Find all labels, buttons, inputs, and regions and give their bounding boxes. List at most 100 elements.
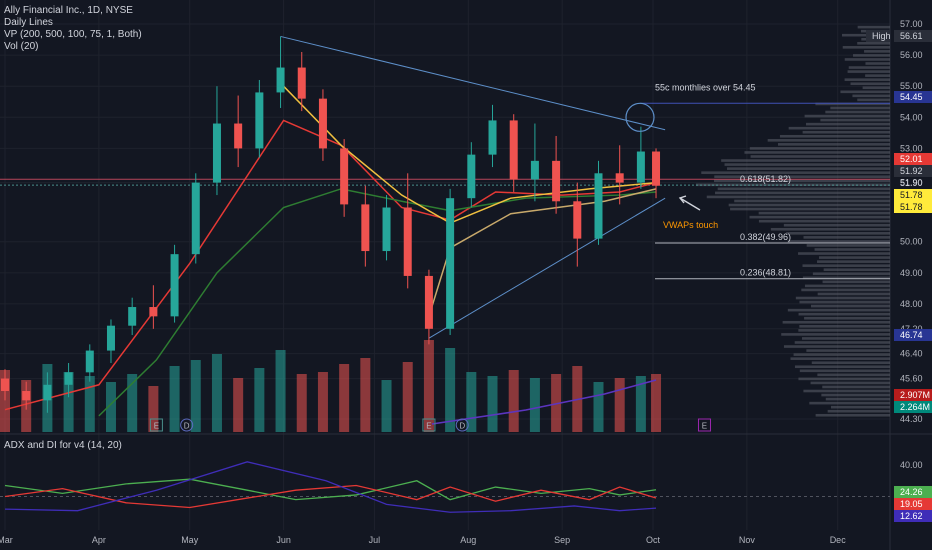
fib-level-label: 0.236(48.81): [740, 268, 791, 278]
volume-profile-bar: [802, 130, 890, 134]
indicator-value-tag: 12.62: [894, 510, 932, 522]
price-label-background: [894, 389, 932, 401]
volume-bar: [593, 382, 604, 432]
volume-profile-bar: [744, 151, 890, 154]
volume-profile-bar: [815, 413, 890, 417]
candle-body: [573, 201, 582, 239]
volume-profile-bar: [804, 316, 890, 320]
legend-volume: Vol (20): [4, 41, 39, 52]
volume-bar: [402, 362, 413, 432]
volume-profile-bar: [822, 385, 890, 389]
volume-bar: [423, 340, 434, 432]
candles: [1, 36, 661, 413]
volume-profile-bar: [822, 280, 890, 284]
volume-profile-bar: [728, 203, 890, 207]
volume-bar: [190, 360, 201, 432]
price-label-text: 46.74: [900, 330, 923, 340]
event-marker-e: E: [422, 418, 436, 432]
volume-profile-bar: [865, 62, 890, 65]
price-label-tag: 54.45: [894, 91, 932, 103]
candle: [297, 51, 306, 112]
price-axis-tick: 47.20: [900, 324, 923, 334]
volume-profile-bar: [767, 139, 890, 142]
volume-bar: [487, 376, 498, 432]
price-label-text: 51.92: [900, 166, 923, 176]
volume-bar: [105, 382, 116, 432]
volume-profile-bar: [782, 320, 890, 324]
candle-body: [170, 254, 179, 317]
annotation-vwaps-touch: VWAPs touch: [663, 220, 718, 230]
price-label-text: 51.78: [900, 202, 923, 212]
time-axis-tick: Jul: [369, 535, 381, 545]
legend-title: Ally Financial Inc., 1D, NYSE: [4, 5, 133, 16]
volume-bar: [169, 366, 180, 432]
annotation-arrow-shaft: [679, 197, 701, 211]
volume-profile-bar: [749, 215, 890, 219]
price-label-text: 54.45: [900, 92, 923, 102]
price-axis-tick: 57.00: [900, 19, 923, 29]
volume-profile-bar: [788, 126, 890, 130]
volume-profile-bar: [865, 74, 890, 77]
volume-profile-bar: [805, 122, 890, 126]
chart-legend: Ally Financial Inc., 1D, NYSE Daily Line…: [4, 5, 142, 53]
time-axis-tick: Mar: [0, 535, 13, 545]
volume-profile-bar: [783, 345, 890, 348]
volume-profile-bar: [840, 90, 890, 94]
volume-bar: [211, 354, 222, 432]
candle: [106, 319, 115, 364]
candle-body: [652, 151, 661, 186]
volume-profile-bar: [841, 33, 890, 37]
candle: [636, 126, 645, 189]
price-label-background: [894, 30, 932, 42]
volume-profile-bar: [727, 167, 890, 170]
candle: [652, 148, 661, 199]
volume-profile-bar: [798, 252, 890, 255]
volume-profile-bar: [790, 357, 890, 360]
volume-bar: [296, 374, 307, 432]
price-label-tag: 51.78: [894, 189, 932, 201]
candle: [552, 135, 561, 214]
volume-bar: [651, 374, 662, 432]
candle: [22, 381, 31, 410]
candle-body: [234, 123, 243, 149]
volume-profile-bar: [804, 284, 890, 288]
candle: [255, 79, 264, 158]
volume-profile-bar: [779, 134, 890, 138]
volume-profile-bar: [724, 163, 890, 166]
volume-profile-bar: [812, 272, 890, 276]
trendline: [428, 197, 666, 339]
volume-bar: [529, 378, 540, 432]
price-axis-tick: 46.40: [900, 349, 923, 359]
time-axis-tick: Jun: [276, 535, 291, 545]
event-marker-e: E: [697, 418, 711, 432]
indicator-line-green: [4, 478, 657, 501]
price-label-background: [894, 165, 932, 177]
volume-bar: [148, 386, 159, 432]
volume-profile-bar: [706, 195, 890, 199]
volume-bar: [360, 358, 371, 432]
price-label-tag: 46.74: [894, 329, 932, 341]
candle: [1, 369, 9, 401]
candle: [43, 372, 52, 413]
volume-profile-bar: [777, 143, 890, 146]
volume-profile-bar: [786, 232, 890, 235]
candle-body: [552, 160, 561, 202]
indicator-value-tag: 19.05: [894, 498, 932, 510]
volume-ma-line: [431, 379, 657, 425]
volume-profile-bar: [830, 106, 890, 110]
price-axis-tick: 56.00: [900, 50, 923, 60]
volume-profile-bar: [803, 236, 890, 239]
price-axis-tick: 50.00: [900, 237, 923, 247]
indicator-line-red: [4, 484, 657, 509]
candle-body: [212, 123, 221, 183]
candle: [446, 188, 455, 336]
volume-profile-bar: [802, 264, 890, 267]
volume-profile-bar: [799, 300, 890, 304]
indicator-value-text: 12.62: [900, 511, 923, 521]
price-label-text: 51.78: [900, 190, 923, 200]
volume-profile-bar: [857, 41, 890, 45]
indicator-axis-tick: 40.00: [900, 460, 923, 470]
annotation-arrow-head: [678, 195, 687, 204]
volume-profile-bar: [801, 288, 890, 292]
